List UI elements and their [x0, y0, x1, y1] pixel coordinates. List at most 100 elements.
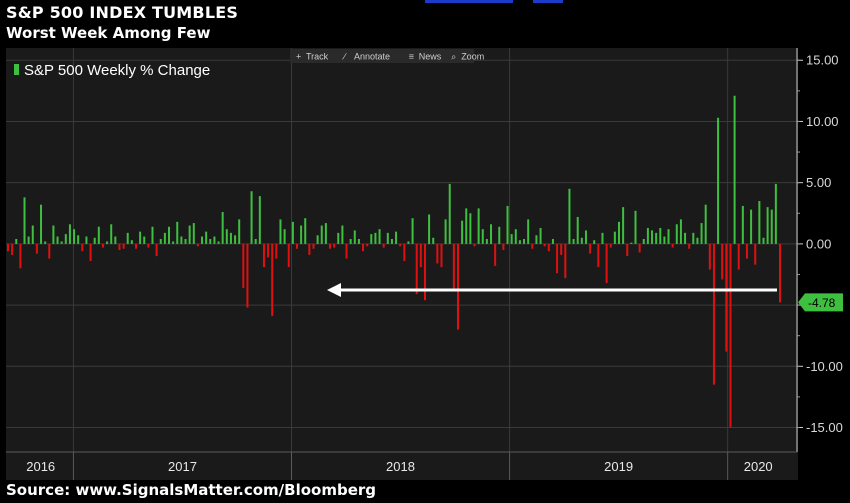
bar-120 — [502, 243, 505, 250]
bar-57 — [242, 243, 245, 288]
bar-75 — [316, 235, 319, 244]
bar-89 — [374, 232, 377, 244]
bar-65 — [275, 243, 278, 259]
bar-13 — [60, 241, 63, 244]
bar-96 — [403, 243, 406, 262]
toolbar-item-zoom[interactable]: Zoom — [461, 52, 484, 62]
annotation-arrow — [327, 283, 777, 297]
bar-98 — [411, 218, 414, 244]
bar-117 — [490, 224, 493, 244]
chart-toolbar: + Track ∕ Annotate ≡ News ⌕ Zoom — [290, 49, 484, 63]
bar-105 — [440, 243, 443, 268]
bar-54 — [229, 232, 232, 244]
toolbar-item-track[interactable]: Track — [306, 52, 329, 62]
bar-135 — [564, 243, 567, 279]
bar-140 — [584, 230, 587, 244]
bar-17 — [77, 235, 80, 244]
legend-label: S&P 500 Weekly % Change — [24, 62, 210, 79]
bar-15 — [68, 224, 71, 244]
y-tick-label: -15.00 — [806, 420, 843, 435]
bar-34 — [147, 243, 150, 248]
bar-122 — [510, 234, 513, 244]
bar-136 — [568, 188, 571, 244]
bar-7 — [35, 243, 38, 254]
bar-163 — [679, 219, 682, 244]
bar-131 — [547, 243, 550, 252]
toolbar-item-news[interactable]: News — [419, 52, 442, 62]
bar-56 — [238, 219, 241, 244]
bar-173 — [721, 243, 724, 280]
pencil-icon[interactable]: ∕ — [342, 52, 347, 62]
bar-2 — [15, 238, 18, 244]
bar-180 — [750, 209, 753, 244]
bar-168 — [700, 223, 703, 244]
bar-178 — [741, 205, 744, 244]
bar-121 — [506, 205, 509, 244]
bar-123 — [514, 229, 517, 244]
bar-132 — [551, 238, 554, 244]
bar-20 — [89, 243, 92, 262]
news-icon[interactable]: ≡ — [409, 52, 414, 62]
toolbar-item-annotate[interactable]: Annotate — [354, 52, 390, 62]
bar-146 — [609, 243, 612, 248]
legend-swatch — [14, 64, 19, 75]
bar-49 — [209, 238, 212, 244]
bar-97 — [407, 241, 410, 244]
bar-115 — [481, 229, 484, 244]
bar-148 — [617, 221, 620, 244]
bar-5 — [27, 236, 30, 244]
bar-41 — [176, 221, 179, 244]
bar-149 — [622, 207, 625, 244]
bar-1 — [11, 243, 14, 255]
bar-67 — [283, 229, 286, 244]
chart-subtitle: Worst Week Among Few — [6, 24, 211, 42]
bar-184 — [766, 207, 769, 244]
latest-value-label: -4.78 — [808, 296, 836, 310]
bar-134 — [560, 243, 563, 255]
bar-119 — [498, 226, 501, 244]
crosshair-icon[interactable]: + — [296, 52, 301, 62]
bar-31 — [134, 243, 137, 249]
magnifier-icon[interactable]: ⌕ — [451, 52, 456, 62]
bar-127 — [531, 243, 534, 249]
bar-153 — [638, 243, 641, 253]
bar-24 — [106, 241, 109, 244]
x-year-label: 2020 — [744, 459, 773, 474]
toolbar-bg — [290, 49, 474, 63]
bar-4 — [23, 197, 26, 244]
bar-43 — [184, 238, 187, 244]
bar-29 — [126, 232, 129, 244]
bar-175 — [729, 243, 732, 428]
bar-182 — [758, 201, 761, 244]
bar-68 — [287, 243, 290, 268]
bar-109 — [456, 243, 459, 330]
bar-106 — [444, 219, 447, 244]
bar-78 — [329, 243, 332, 249]
top-accent-bar — [425, 0, 513, 3]
bar-16 — [73, 229, 76, 244]
bar-186 — [774, 183, 777, 244]
bar-177 — [737, 243, 740, 270]
bar-82 — [345, 243, 348, 259]
bar-6 — [31, 225, 34, 244]
bar-141 — [589, 243, 592, 254]
bar-26 — [114, 236, 117, 244]
bar-88 — [370, 234, 373, 244]
bar-70 — [295, 243, 298, 249]
bar-145 — [605, 243, 608, 284]
bar-171 — [712, 243, 715, 385]
bar-95 — [399, 243, 402, 247]
callout-box — [798, 293, 843, 312]
bar-90 — [378, 229, 381, 244]
bar-91 — [382, 243, 385, 248]
bar-37 — [159, 238, 162, 244]
bar-113 — [473, 243, 476, 247]
y-tick-label: 0.00 — [806, 236, 831, 251]
bar-9 — [44, 241, 47, 244]
bar-55 — [234, 235, 237, 244]
bar-76 — [320, 225, 323, 244]
bar-164 — [684, 232, 687, 244]
